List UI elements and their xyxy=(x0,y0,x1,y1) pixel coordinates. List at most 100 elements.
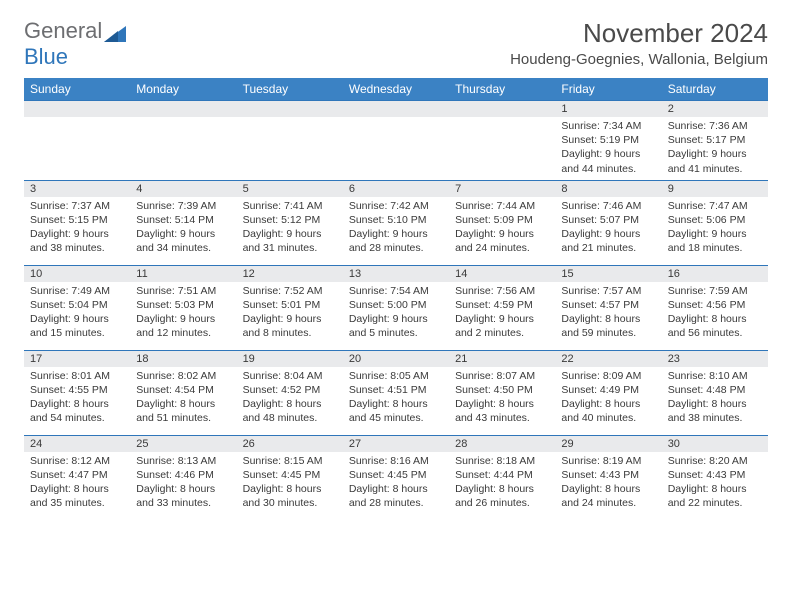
day-body: Sunrise: 8:16 AMSunset: 4:45 PMDaylight:… xyxy=(343,452,449,515)
sunrise-text: Sunrise: 8:15 AM xyxy=(243,454,337,468)
calendar-day-cell: 11Sunrise: 7:51 AMSunset: 5:03 PMDayligh… xyxy=(130,265,236,350)
day-body: Sunrise: 7:56 AMSunset: 4:59 PMDaylight:… xyxy=(449,282,555,345)
daylight-text: Daylight: 9 hours and 24 minutes. xyxy=(455,227,549,255)
day-body: Sunrise: 8:07 AMSunset: 4:50 PMDaylight:… xyxy=(449,367,555,430)
weekday-header: Tuesday xyxy=(237,78,343,100)
logo-text-general: General xyxy=(24,18,102,43)
sunset-text: Sunset: 4:57 PM xyxy=(561,298,655,312)
calendar-day-cell: 3Sunrise: 7:37 AMSunset: 5:15 PMDaylight… xyxy=(24,180,130,265)
day-body: Sunrise: 8:15 AMSunset: 4:45 PMDaylight:… xyxy=(237,452,343,515)
sunset-text: Sunset: 5:12 PM xyxy=(243,213,337,227)
daylight-text: Daylight: 9 hours and 31 minutes. xyxy=(243,227,337,255)
sunrise-text: Sunrise: 8:12 AM xyxy=(30,454,124,468)
sunrise-text: Sunrise: 7:52 AM xyxy=(243,284,337,298)
day-number xyxy=(24,100,130,117)
calendar-week-row: 1Sunrise: 7:34 AMSunset: 5:19 PMDaylight… xyxy=(24,100,768,180)
sunset-text: Sunset: 4:43 PM xyxy=(561,468,655,482)
day-body: Sunrise: 8:18 AMSunset: 4:44 PMDaylight:… xyxy=(449,452,555,515)
sunrise-text: Sunrise: 7:42 AM xyxy=(349,199,443,213)
calendar-day-cell: 13Sunrise: 7:54 AMSunset: 5:00 PMDayligh… xyxy=(343,265,449,350)
day-number: 7 xyxy=(449,180,555,197)
sunrise-text: Sunrise: 7:46 AM xyxy=(561,199,655,213)
calendar-day-cell: 4Sunrise: 7:39 AMSunset: 5:14 PMDaylight… xyxy=(130,180,236,265)
day-number: 12 xyxy=(237,265,343,282)
sunrise-text: Sunrise: 8:20 AM xyxy=(668,454,762,468)
daylight-text: Daylight: 8 hours and 22 minutes. xyxy=(668,482,762,510)
calendar-day-cell: 28Sunrise: 8:18 AMSunset: 4:44 PMDayligh… xyxy=(449,435,555,520)
daylight-text: Daylight: 9 hours and 34 minutes. xyxy=(136,227,230,255)
calendar-day-cell: 30 Sunrise: 8:20 AMSunset: 4:43 PMDayligh… xyxy=(662,435,768,520)
daylight-text: Daylight: 8 hours and 40 minutes. xyxy=(561,397,655,425)
sunrise-text: Sunrise: 8:19 AM xyxy=(561,454,655,468)
daylight-text: Daylight: 9 hours and 38 minutes. xyxy=(30,227,124,255)
day-number: 10 xyxy=(24,265,130,282)
daylight-text: Daylight: 8 hours and 43 minutes. xyxy=(455,397,549,425)
day-body xyxy=(449,117,555,123)
day-number: 14 xyxy=(449,265,555,282)
day-body: Sunrise: 8:02 AMSunset: 4:54 PMDaylight:… xyxy=(130,367,236,430)
day-body: Sunrise: 7:36 AMSunset: 5:17 PMDaylight:… xyxy=(662,117,768,180)
calendar-week-row: 17Sunrise: 8:01 AMSunset: 4:55 PMDayligh… xyxy=(24,350,768,435)
day-body: Sunrise: 7:51 AMSunset: 5:03 PMDaylight:… xyxy=(130,282,236,345)
sunrise-text: Sunrise: 7:54 AM xyxy=(349,284,443,298)
sunset-text: Sunset: 4:43 PM xyxy=(668,468,762,482)
sunrise-text: Sunrise: 8:10 AM xyxy=(668,369,762,383)
daylight-text: Daylight: 8 hours and 54 minutes. xyxy=(30,397,124,425)
sunset-text: Sunset: 5:00 PM xyxy=(349,298,443,312)
sunset-text: Sunset: 5:06 PM xyxy=(668,213,762,227)
sunset-text: Sunset: 5:03 PM xyxy=(136,298,230,312)
daylight-text: Daylight: 9 hours and 41 minutes. xyxy=(668,147,762,175)
calendar-day-cell xyxy=(237,100,343,180)
sunset-text: Sunset: 5:07 PM xyxy=(561,213,655,227)
day-body: Sunrise: 8:19 AMSunset: 4:43 PMDaylight:… xyxy=(555,452,661,515)
calendar-day-cell xyxy=(24,100,130,180)
calendar-tbody: 1Sunrise: 7:34 AMSunset: 5:19 PMDaylight… xyxy=(24,100,768,520)
sunrise-text: Sunrise: 7:44 AM xyxy=(455,199,549,213)
logo-text-blue: Blue xyxy=(24,44,68,69)
day-body: Sunrise: 7:44 AMSunset: 5:09 PMDaylight:… xyxy=(449,197,555,260)
day-body: Sunrise: 7:41 AMSunset: 5:12 PMDaylight:… xyxy=(237,197,343,260)
sunset-text: Sunset: 5:04 PM xyxy=(30,298,124,312)
day-number: 30 xyxy=(662,435,768,452)
calendar-day-cell: 10Sunrise: 7:49 AMSunset: 5:04 PMDayligh… xyxy=(24,265,130,350)
calendar-day-cell: 15Sunrise: 7:57 AMSunset: 4:57 PMDayligh… xyxy=(555,265,661,350)
calendar-day-cell: 18Sunrise: 8:02 AMSunset: 4:54 PMDayligh… xyxy=(130,350,236,435)
day-number: 17 xyxy=(24,350,130,367)
sunrise-text: Sunrise: 8:09 AM xyxy=(561,369,655,383)
day-number: 25 xyxy=(130,435,236,452)
day-number xyxy=(130,100,236,117)
weekday-row: SundayMondayTuesdayWednesdayThursdayFrid… xyxy=(24,78,768,100)
month-title: November 2024 xyxy=(510,18,768,49)
day-number: 3 xyxy=(24,180,130,197)
day-body: Sunrise: 8:05 AMSunset: 4:51 PMDaylight:… xyxy=(343,367,449,430)
day-body xyxy=(130,117,236,123)
calendar-week-row: 24Sunrise: 8:12 AMSunset: 4:47 PMDayligh… xyxy=(24,435,768,520)
weekday-header: Wednesday xyxy=(343,78,449,100)
calendar-day-cell: 20Sunrise: 8:05 AMSunset: 4:51 PMDayligh… xyxy=(343,350,449,435)
calendar-day-cell: 21Sunrise: 8:07 AMSunset: 4:50 PMDayligh… xyxy=(449,350,555,435)
sunset-text: Sunset: 4:47 PM xyxy=(30,468,124,482)
day-number: 23 xyxy=(662,350,768,367)
sunset-text: Sunset: 4:44 PM xyxy=(455,468,549,482)
sunset-text: Sunset: 4:49 PM xyxy=(561,383,655,397)
sunset-text: Sunset: 4:51 PM xyxy=(349,383,443,397)
daylight-text: Daylight: 8 hours and 45 minutes. xyxy=(349,397,443,425)
calendar-day-cell: 19Sunrise: 8:04 AMSunset: 4:52 PMDayligh… xyxy=(237,350,343,435)
calendar-week-row: 3Sunrise: 7:37 AMSunset: 5:15 PMDaylight… xyxy=(24,180,768,265)
location: Houdeng-Goegnies, Wallonia, Belgium xyxy=(510,51,768,68)
day-body: Sunrise: 7:54 AMSunset: 5:00 PMDaylight:… xyxy=(343,282,449,345)
daylight-text: Daylight: 8 hours and 38 minutes. xyxy=(668,397,762,425)
title-block: November 2024 Houdeng-Goegnies, Wallonia… xyxy=(510,18,768,74)
calendar-day-cell: 6Sunrise: 7:42 AMSunset: 5:10 PMDaylight… xyxy=(343,180,449,265)
daylight-text: Daylight: 9 hours and 8 minutes. xyxy=(243,312,337,340)
sunset-text: Sunset: 4:45 PM xyxy=(243,468,337,482)
day-number: 16 xyxy=(662,265,768,282)
day-body: Sunrise: 7:57 AMSunset: 4:57 PMDaylight:… xyxy=(555,282,661,345)
header-row: GeneralBlue November 2024 Houdeng-Goegni… xyxy=(24,18,768,74)
weekday-header: Sunday xyxy=(24,78,130,100)
sunset-text: Sunset: 5:19 PM xyxy=(561,133,655,147)
day-number: 29 xyxy=(555,435,661,452)
day-number xyxy=(449,100,555,117)
sunset-text: Sunset: 5:14 PM xyxy=(136,213,230,227)
sunset-text: Sunset: 5:17 PM xyxy=(668,133,762,147)
